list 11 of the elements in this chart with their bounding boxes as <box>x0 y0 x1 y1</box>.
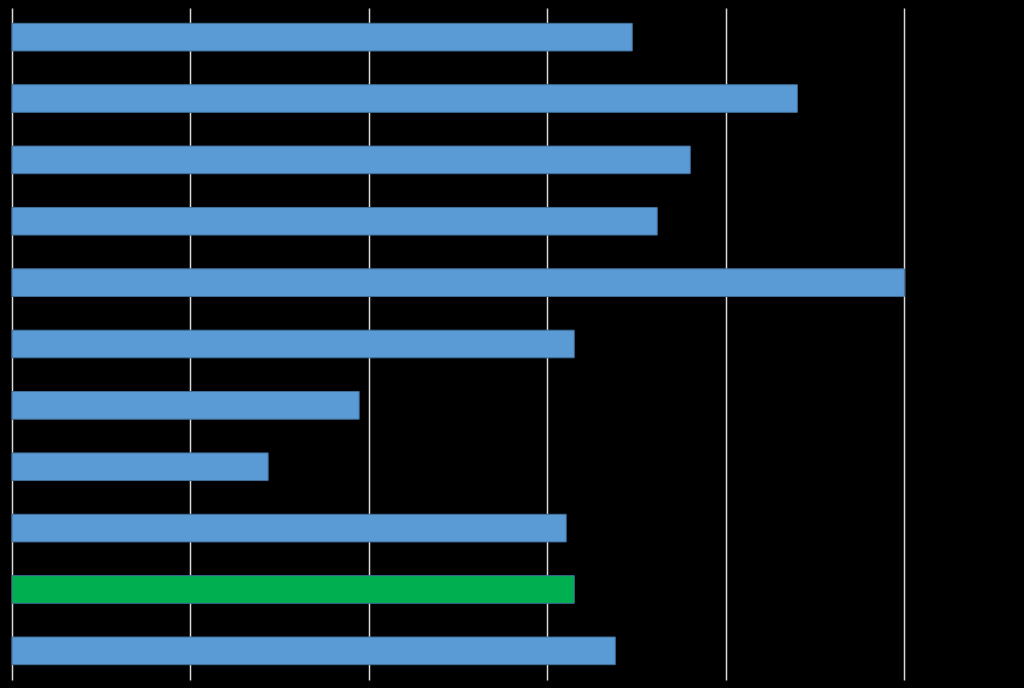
bar <box>11 636 616 666</box>
bar <box>11 575 575 604</box>
bar <box>11 22 633 52</box>
bar <box>11 145 691 175</box>
bar <box>11 206 658 236</box>
bar <box>11 513 567 543</box>
bar <box>11 268 905 297</box>
bar <box>11 329 575 359</box>
bar <box>11 84 798 113</box>
bar <box>11 391 360 420</box>
bar <box>11 452 269 482</box>
